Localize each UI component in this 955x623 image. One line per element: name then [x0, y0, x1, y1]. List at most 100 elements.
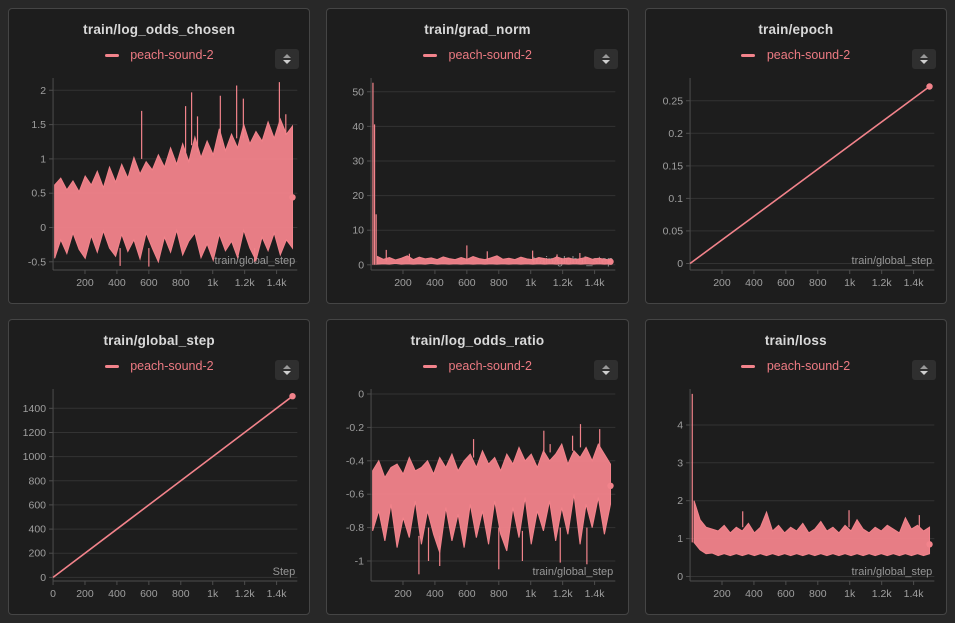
svg-text:0.25: 0.25 — [662, 95, 683, 107]
svg-text:800: 800 — [490, 588, 508, 600]
svg-text:2: 2 — [677, 495, 683, 507]
svg-text:200: 200 — [395, 588, 413, 600]
panel-stepper-button[interactable] — [912, 360, 936, 380]
chart-canvas[interactable]: 0 0.05 0.1 0.15 0.2 0.25 200 400 600 800 1k 1.2k 1.4… — [646, 68, 946, 290]
legend-run-name[interactable]: peach-sound-2 — [448, 359, 532, 373]
svg-text:0.1: 0.1 — [668, 193, 683, 205]
svg-text:-0.8: -0.8 — [346, 522, 364, 534]
chevron-down-icon — [283, 371, 292, 375]
svg-text:400: 400 — [108, 277, 126, 289]
chart-legend: peach-sound-2 — [646, 46, 946, 64]
svg-text:600: 600 — [458, 588, 476, 600]
chart-canvas[interactable]: 010203040502004006008001k1.2k1.4ktrain/g… — [327, 68, 627, 290]
chart-legend: peach-sound-2 — [646, 357, 946, 375]
svg-text:2: 2 — [40, 85, 46, 97]
chart-title: train/global_step — [103, 333, 215, 348]
svg-text:200: 200 — [28, 548, 46, 560]
chart-title: train/grad_norm — [424, 22, 531, 37]
chevron-up-icon — [283, 54, 292, 58]
legend-run-name[interactable]: peach-sound-2 — [130, 359, 214, 373]
panel-stepper-button[interactable] — [593, 360, 618, 380]
svg-text:1k: 1k — [844, 277, 856, 289]
svg-text:0: 0 — [677, 258, 683, 270]
chart-title: train/log_odds_chosen — [83, 22, 236, 37]
chart-canvas[interactable]: -0.500.511.522004006008001k1.2k1.4ktrain… — [9, 68, 309, 290]
svg-text:600: 600 — [28, 499, 46, 511]
svg-text:Step: Step — [273, 566, 296, 578]
svg-text:1200: 1200 — [23, 427, 47, 439]
chart-canvas[interactable]: 0 -0.2 -0.4 -0.6 -0.8 -1 200 400 600 800 1k 1.2k 1.4… — [327, 379, 627, 601]
svg-text:1k: 1k — [844, 588, 856, 600]
panel-stepper-button[interactable] — [275, 49, 300, 69]
svg-text:0: 0 — [359, 259, 365, 271]
svg-text:0: 0 — [40, 222, 46, 234]
chart-title: train/loss — [764, 333, 827, 348]
svg-text:400: 400 — [745, 588, 763, 600]
chevron-down-icon — [601, 60, 610, 64]
chart-panel: train/epoch peach-sound-2 0 0.05 0.1 0.15 0.… — [644, 8, 947, 304]
svg-text:1.4k: 1.4k — [585, 588, 606, 600]
legend-line-swatch — [104, 53, 119, 57]
legend-run-name[interactable]: peach-sound-2 — [448, 48, 532, 62]
legend-run-name[interactable]: peach-sound-2 — [766, 359, 851, 373]
chart-legend: peach-sound-2 — [327, 357, 627, 375]
svg-text:1.4k: 1.4k — [585, 277, 606, 289]
svg-text:40: 40 — [353, 121, 365, 133]
svg-text:train/global_step: train/global_step — [851, 566, 932, 578]
chart-canvas[interactable]: 0 1 2 3 4 200 400 600 800 1k 1.2k 1.4k train/global_… — [646, 379, 946, 601]
svg-text:3: 3 — [677, 457, 683, 469]
panel-stepper-button[interactable] — [593, 49, 618, 69]
svg-text:1.2k: 1.2k — [235, 588, 256, 600]
svg-text:200: 200 — [713, 588, 731, 600]
svg-text:-0.5: -0.5 — [28, 256, 46, 268]
svg-text:1k: 1k — [207, 277, 219, 289]
svg-text:-1: -1 — [355, 556, 365, 568]
svg-text:200: 200 — [76, 277, 94, 289]
svg-text:50: 50 — [353, 86, 365, 98]
svg-text:1.4k: 1.4k — [903, 277, 924, 289]
chart-title: train/epoch — [758, 22, 834, 37]
svg-text:1.2k: 1.2k — [553, 588, 574, 600]
svg-text:400: 400 — [745, 277, 763, 289]
svg-text:800: 800 — [490, 277, 508, 289]
svg-text:0.5: 0.5 — [31, 188, 46, 200]
svg-text:200: 200 — [76, 588, 94, 600]
chevron-up-icon — [283, 365, 292, 369]
legend-run-name[interactable]: peach-sound-2 — [130, 48, 214, 62]
svg-text:800: 800 — [172, 588, 190, 600]
chart-legend: peach-sound-2 — [9, 357, 309, 375]
svg-text:0: 0 — [359, 389, 365, 401]
chart-canvas[interactable]: 0 200 400 600 800 1000 1200 1400 0 200 400 600 800 1k… — [9, 379, 309, 601]
chevron-down-icon — [283, 60, 292, 64]
chevron-up-icon — [920, 365, 928, 369]
svg-text:400: 400 — [28, 524, 46, 536]
svg-text:-0.6: -0.6 — [346, 489, 364, 501]
legend-run-name[interactable]: peach-sound-2 — [766, 48, 851, 62]
svg-text:200: 200 — [713, 277, 731, 289]
svg-text:400: 400 — [426, 277, 444, 289]
svg-text:1.4k: 1.4k — [903, 588, 924, 600]
svg-text:1.4k: 1.4k — [267, 588, 288, 600]
svg-text:1.5: 1.5 — [31, 119, 46, 131]
svg-text:1.2k: 1.2k — [871, 277, 892, 289]
chart-legend: peach-sound-2 — [327, 46, 627, 64]
panel-stepper-button[interactable] — [275, 360, 300, 380]
svg-text:train/global_step: train/global_step — [533, 566, 614, 578]
chevron-up-icon — [601, 54, 610, 58]
panel-stepper-button[interactable] — [912, 49, 936, 69]
svg-text:800: 800 — [809, 588, 827, 600]
svg-text:-0.2: -0.2 — [346, 422, 364, 434]
svg-text:1k: 1k — [526, 588, 538, 600]
chart-panel: train/global_step peach-sound-2 0 200 400 6… — [8, 319, 311, 615]
chevron-up-icon — [920, 54, 928, 58]
svg-text:600: 600 — [458, 277, 476, 289]
svg-text:4: 4 — [677, 420, 683, 432]
svg-text:800: 800 — [172, 277, 190, 289]
svg-text:1400: 1400 — [23, 403, 47, 415]
svg-text:400: 400 — [426, 588, 444, 600]
svg-text:800: 800 — [28, 475, 46, 487]
svg-text:800: 800 — [809, 277, 827, 289]
legend-line-swatch — [423, 364, 438, 368]
svg-text:1000: 1000 — [23, 451, 47, 463]
